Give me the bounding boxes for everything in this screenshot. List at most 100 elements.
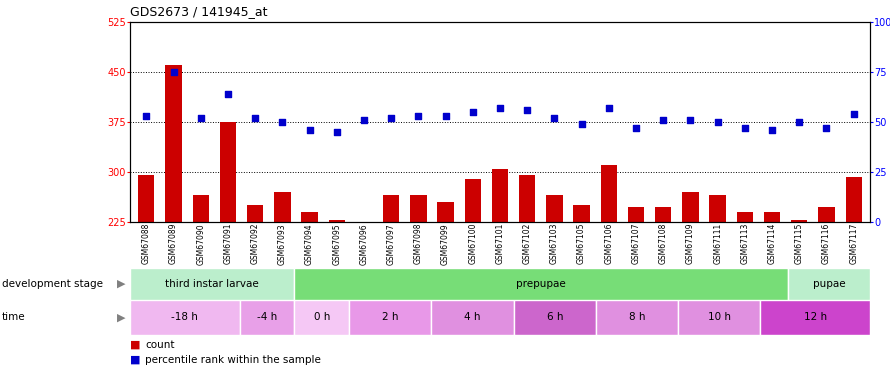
- Text: GSM67114: GSM67114: [767, 223, 777, 264]
- Bar: [328, 220, 345, 372]
- Text: GSM67108: GSM67108: [659, 223, 668, 264]
- Bar: [709, 195, 726, 372]
- Text: GSM67117: GSM67117: [849, 223, 858, 264]
- Text: count: count: [145, 340, 174, 350]
- Point: [303, 127, 317, 133]
- Point: [166, 69, 181, 75]
- Bar: [383, 195, 400, 372]
- Point: [384, 115, 399, 121]
- Point: [792, 119, 806, 125]
- Point: [248, 115, 263, 121]
- Text: GSM67088: GSM67088: [142, 223, 150, 264]
- Bar: [295, 300, 349, 335]
- Bar: [274, 192, 290, 372]
- Text: third instar larvae: third instar larvae: [166, 279, 259, 289]
- Bar: [514, 300, 596, 335]
- Text: 10 h: 10 h: [708, 312, 731, 322]
- Text: GSM67091: GSM67091: [223, 223, 232, 264]
- Text: GSM67107: GSM67107: [632, 223, 641, 264]
- Bar: [138, 176, 155, 372]
- Point: [329, 129, 344, 135]
- Point: [520, 107, 534, 113]
- Text: 6 h: 6 h: [546, 312, 563, 322]
- Text: GSM67092: GSM67092: [251, 223, 260, 264]
- Point: [738, 125, 752, 131]
- Text: 4 h: 4 h: [465, 312, 481, 322]
- Point: [357, 117, 371, 123]
- Bar: [192, 195, 209, 372]
- Bar: [546, 195, 562, 372]
- Bar: [601, 165, 617, 372]
- Bar: [410, 195, 426, 372]
- Point: [275, 119, 289, 125]
- Text: ■: ■: [130, 355, 144, 365]
- Text: GSM67100: GSM67100: [468, 223, 477, 264]
- Bar: [437, 202, 454, 372]
- Bar: [764, 212, 781, 372]
- Text: GSM67116: GSM67116: [822, 223, 831, 264]
- Bar: [349, 300, 432, 335]
- Text: GSM67089: GSM67089: [169, 223, 178, 264]
- Point: [656, 117, 670, 123]
- Bar: [655, 207, 671, 372]
- Bar: [130, 300, 239, 335]
- Bar: [356, 222, 372, 372]
- Text: -18 h: -18 h: [172, 312, 198, 322]
- Bar: [678, 300, 760, 335]
- Text: 12 h: 12 h: [804, 312, 827, 322]
- Bar: [465, 178, 481, 372]
- Bar: [683, 192, 699, 372]
- Text: GSM67098: GSM67098: [414, 223, 423, 264]
- Text: GSM67103: GSM67103: [550, 223, 559, 264]
- Bar: [596, 300, 678, 335]
- Bar: [302, 212, 318, 372]
- Text: development stage: development stage: [2, 279, 102, 289]
- Bar: [573, 206, 590, 372]
- Text: GSM67101: GSM67101: [496, 223, 505, 264]
- Text: ▶: ▶: [117, 279, 125, 289]
- Text: GDS2673 / 141945_at: GDS2673 / 141945_at: [130, 5, 268, 18]
- Bar: [166, 65, 182, 372]
- Bar: [492, 169, 508, 372]
- Point: [602, 105, 616, 111]
- Point: [465, 109, 480, 115]
- Point: [493, 105, 507, 111]
- Bar: [247, 206, 263, 372]
- Point: [139, 113, 153, 119]
- Text: ■: ■: [130, 340, 144, 350]
- Text: -4 h: -4 h: [257, 312, 277, 322]
- Text: GSM67097: GSM67097: [386, 223, 396, 264]
- Bar: [791, 220, 807, 372]
- Point: [575, 121, 589, 127]
- Text: GSM67099: GSM67099: [441, 223, 450, 264]
- Text: GSM67115: GSM67115: [795, 223, 804, 264]
- Bar: [788, 268, 870, 300]
- Point: [710, 119, 724, 125]
- Bar: [627, 207, 644, 372]
- Text: 0 h: 0 h: [313, 312, 330, 322]
- Text: 8 h: 8 h: [629, 312, 645, 322]
- Bar: [737, 212, 753, 372]
- Text: GSM67102: GSM67102: [522, 223, 531, 264]
- Bar: [818, 207, 835, 372]
- Bar: [239, 300, 295, 335]
- Bar: [295, 268, 788, 300]
- Point: [820, 125, 834, 131]
- Point: [439, 113, 453, 119]
- Text: GSM67095: GSM67095: [332, 223, 341, 264]
- Point: [194, 115, 208, 121]
- Text: ▶: ▶: [117, 312, 125, 322]
- Text: GSM67094: GSM67094: [305, 223, 314, 264]
- Text: prepupae: prepupae: [516, 279, 566, 289]
- Text: 2 h: 2 h: [382, 312, 399, 322]
- Text: time: time: [2, 312, 26, 322]
- Bar: [130, 268, 295, 300]
- Point: [684, 117, 698, 123]
- Bar: [432, 300, 514, 335]
- Text: percentile rank within the sample: percentile rank within the sample: [145, 355, 321, 365]
- Bar: [760, 300, 870, 335]
- Text: GSM67113: GSM67113: [740, 223, 749, 264]
- Point: [765, 127, 779, 133]
- Point: [629, 125, 643, 131]
- Text: pupae: pupae: [813, 279, 846, 289]
